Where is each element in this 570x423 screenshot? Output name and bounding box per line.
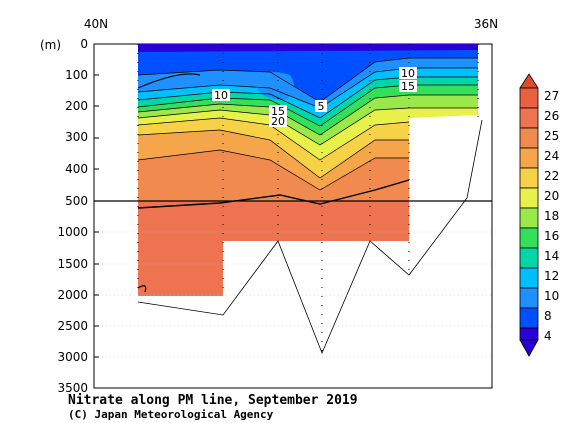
contour-label-bg [315, 100, 327, 112]
contour-line [137, 94, 478, 136]
band-lt4 [138, 44, 478, 52]
y-tick-100: 100 [65, 68, 88, 82]
contour-label-bg [269, 105, 287, 117]
y-tick-marks [94, 43, 99, 358]
y-tick-200: 200 [65, 99, 88, 113]
colorbar-label: 12 [544, 269, 559, 283]
colorbar-cap-top [519, 73, 539, 89]
colorbar-seg-18-20 [519, 187, 539, 209]
colorbar-seg-20-22 [519, 167, 539, 189]
colorbar-seg-22-24 [519, 147, 539, 169]
colorbar-label: 14 [544, 249, 559, 263]
colorbar-labels: 27 26 25 24 22 20 18 16 14 12 10 8 4 [544, 89, 559, 343]
contour-line [137, 179, 410, 209]
contour-label-10: 10 [401, 67, 415, 80]
contour-label-5: 5 [318, 100, 325, 113]
y-upper-ticks: 0 100 200 300 400 500 [65, 37, 88, 208]
band-16 [138, 85, 478, 135]
x-end-label: 36N [474, 17, 498, 31]
colorbar-label: 27 [544, 89, 559, 103]
colorbar-seg-14-16 [519, 227, 539, 249]
colorbar-seg-26-27 [519, 87, 539, 109]
y-tick-500: 500 [65, 194, 88, 208]
contour-label-bg [399, 67, 417, 79]
contour-label-10: 10 [214, 89, 228, 102]
colorbar-seg-16-18 [519, 207, 539, 229]
contour-line [137, 117, 410, 161]
band-8 [138, 58, 478, 108]
colorbar-label: 20 [544, 189, 559, 203]
contour-label-15: 15 [271, 105, 285, 118]
contour-label-bg [399, 80, 417, 92]
colorbar-label: 4 [544, 329, 552, 343]
deep-block-left [138, 201, 223, 296]
y-tick-400: 400 [65, 162, 88, 176]
colorbar-seg-lt4 [519, 327, 539, 341]
band-10 [138, 68, 478, 118]
deep-block-right [223, 201, 409, 241]
band-4 [138, 44, 478, 102]
y-unit-label: (m) [40, 38, 61, 52]
colorbar-label: 26 [544, 109, 559, 123]
y-tick-2500: 2500 [57, 319, 88, 333]
contour-label-bg [269, 115, 287, 127]
chart-title: Nitrate along PM line, September 2019 [68, 393, 358, 408]
station-lines [137, 44, 479, 352]
y-tick-3000: 3000 [57, 350, 88, 364]
colorbar-label: 10 [544, 289, 559, 303]
colorbar-label: 8 [544, 309, 552, 323]
contour-line [137, 73, 201, 89]
contour-line [137, 129, 409, 179]
contour-labels: 5 10 10 15 15 20 [212, 67, 417, 128]
contour-label-20: 20 [271, 115, 285, 128]
colorbar-label: 22 [544, 169, 559, 183]
core-high [258, 72, 294, 100]
y-tick-0: 0 [80, 37, 88, 51]
y-tick-2000: 2000 [57, 288, 88, 302]
band-24 [138, 130, 409, 190]
x-start-label: 40N [84, 17, 108, 31]
band-12 [138, 77, 478, 126]
contour-label-15: 15 [401, 80, 415, 93]
colorbar-label: 18 [544, 209, 559, 223]
contour-line [137, 149, 409, 191]
colorbar-label: 24 [544, 149, 559, 163]
contour-line [137, 285, 147, 293]
colorbar-seg-24-25 [519, 127, 539, 149]
colorbar-seg-8-10 [519, 287, 539, 309]
bottom-topography [137, 119, 483, 355]
y-lower-ticks: 1000 1500 2000 2500 3000 3500 [57, 225, 88, 395]
contour-label-bg [212, 89, 230, 101]
colorbar-label: 25 [544, 129, 559, 143]
colorbar-label: 16 [544, 229, 559, 243]
band-20 [138, 108, 478, 160]
colorbar [519, 73, 539, 357]
colorbar-seg-25-26 [519, 107, 539, 129]
y-tick-300: 300 [65, 130, 88, 144]
colorbar-seg-12-14 [519, 247, 539, 269]
y-tick-1500: 1500 [57, 257, 88, 271]
chart-credit: (C) Japan Meteorological Agency [68, 408, 274, 421]
y-tick-1000: 1000 [57, 225, 88, 239]
section-fill [138, 44, 478, 296]
colorbar-seg-10-12 [519, 267, 539, 289]
y-tick-3500: 3500 [57, 381, 88, 395]
colorbar-cap-bottom [519, 339, 539, 357]
colorbar-seg-4-8 [519, 307, 539, 329]
